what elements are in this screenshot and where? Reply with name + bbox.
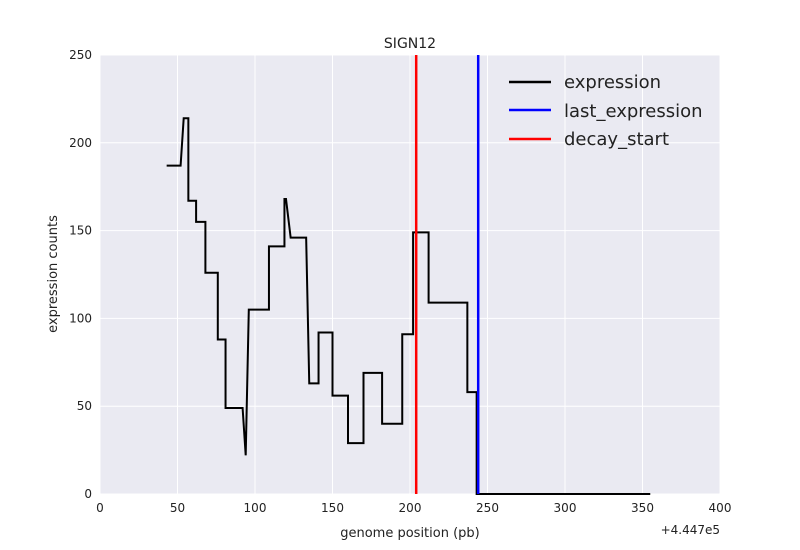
y-tick-label: 0 — [84, 487, 92, 501]
legend-label-decay-start: decay_start — [564, 129, 669, 150]
series-line-expression — [166, 117, 651, 495]
y-axis-label: expression counts — [46, 215, 61, 333]
x-tick-label: 100 — [244, 501, 267, 515]
y-tick-label: 250 — [69, 48, 92, 62]
y-tick-label: 50 — [77, 399, 92, 413]
chart-title: SIGN12 — [384, 36, 436, 52]
x-tick-label: 250 — [476, 501, 499, 515]
x-tick-label: 150 — [321, 501, 344, 515]
x-offset-label: +4.447e5 — [661, 523, 720, 537]
legend: expression last_expression decay_start — [509, 72, 703, 150]
x-tick-label: 0 — [96, 501, 104, 515]
y-tick-label: 150 — [69, 224, 92, 238]
x-tick-label: 400 — [709, 501, 732, 515]
y-tick-labels: 0 50 100 150 200 250 — [69, 48, 92, 501]
y-tick-label: 200 — [69, 136, 92, 150]
legend-label-last-expression: last_expression — [564, 101, 703, 122]
x-tick-label: 300 — [554, 501, 577, 515]
x-tick-labels: 0 50 100 150 200 250 300 350 400 — [96, 501, 731, 515]
y-tick-label: 100 — [69, 311, 92, 325]
x-tick-label: 200 — [399, 501, 422, 515]
legend-label-expression: expression — [564, 72, 661, 93]
series-layer — [166, 55, 651, 495]
x-tick-label: 350 — [631, 501, 654, 515]
x-tick-label: 50 — [170, 501, 185, 515]
x-axis-label: genome position (pb) — [340, 526, 480, 541]
